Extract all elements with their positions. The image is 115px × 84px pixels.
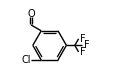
Text: Cl: Cl bbox=[21, 55, 30, 65]
Text: O: O bbox=[27, 9, 34, 19]
Text: F: F bbox=[83, 40, 88, 50]
Text: F: F bbox=[79, 47, 85, 57]
Text: F: F bbox=[79, 34, 85, 44]
